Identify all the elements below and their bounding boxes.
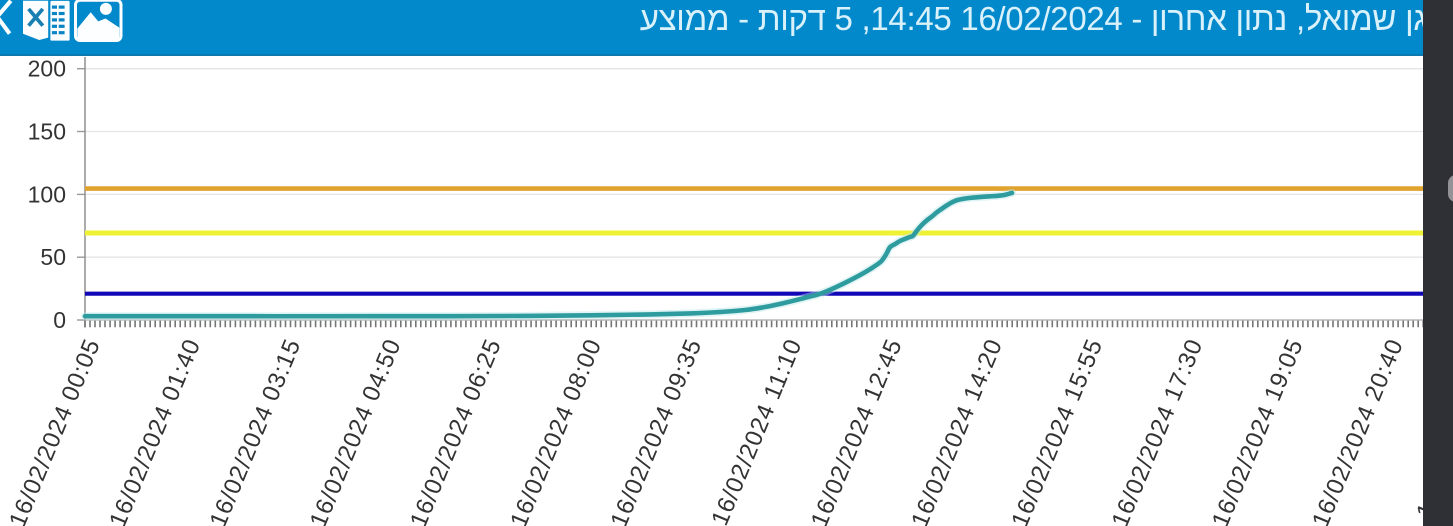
svg-text:16/02/2024 08:00: 16/02/2024 08:00 xyxy=(505,335,607,526)
svg-text:150: 150 xyxy=(28,119,66,145)
svg-text:16/02/2024 04:50: 16/02/2024 04:50 xyxy=(305,335,407,526)
svg-text:16/02/2024 20:40: 16/02/2024 20:40 xyxy=(1307,335,1409,526)
svg-text:16/02/2024 03:15: 16/02/2024 03:15 xyxy=(205,335,307,526)
svg-text:16/02/2024 06:25: 16/02/2024 06:25 xyxy=(405,335,507,526)
svg-text:16/02/2024 19:05: 16/02/2024 19:05 xyxy=(1207,335,1309,526)
svg-text:200: 200 xyxy=(28,56,66,82)
svg-text:50: 50 xyxy=(40,244,66,270)
svg-text:16/02/2024 09:35: 16/02/2024 09:35 xyxy=(605,335,707,526)
svg-text:100: 100 xyxy=(28,181,66,207)
svg-text:16/02/2024 11:10: 16/02/2024 11:10 xyxy=(706,335,807,526)
svg-text:16/02/2024 12:45: 16/02/2024 12:45 xyxy=(806,335,908,526)
svg-text:16/02/2024 17:30: 16/02/2024 17:30 xyxy=(1107,335,1209,526)
svg-text:16/02/2024 00:05: 16/02/2024 00:05 xyxy=(4,335,106,526)
svg-text:16/02/2024 01:40: 16/02/2024 01:40 xyxy=(104,335,206,526)
svg-text:16/02/2024 15:55: 16/02/2024 15:55 xyxy=(1006,335,1108,526)
svg-text:0: 0 xyxy=(53,307,66,333)
svg-text:16/02/2024 14:20: 16/02/2024 14:20 xyxy=(906,335,1008,526)
